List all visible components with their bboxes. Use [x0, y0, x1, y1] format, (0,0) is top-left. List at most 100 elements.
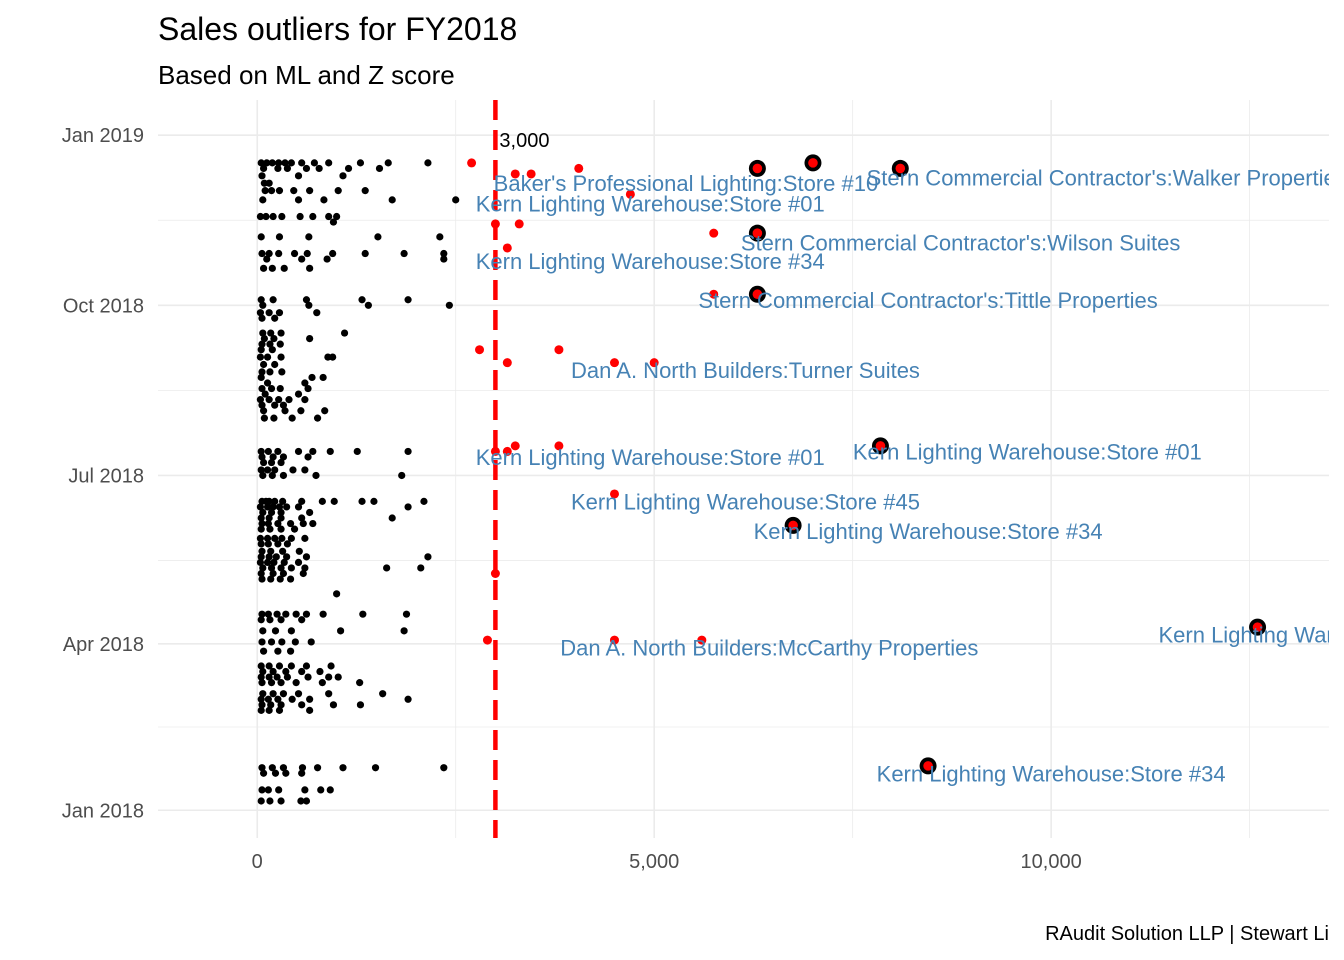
data-point: [298, 255, 306, 263]
z-outlier-point: [482, 635, 492, 645]
data-point: [302, 164, 311, 173]
data-point: [265, 179, 273, 187]
data-point: [258, 249, 266, 258]
outlier-label: Dan A. North Builders:McCarthy Propertie…: [560, 635, 978, 660]
data-point: [356, 701, 365, 709]
data-point: [257, 346, 265, 354]
ml-outlier-point: [891, 159, 909, 177]
data-point: [258, 172, 266, 180]
z-outlier-point: [554, 441, 564, 451]
data-point: [269, 453, 277, 461]
data-point: [325, 673, 333, 681]
data-point: [318, 679, 326, 687]
data-point: [298, 497, 306, 505]
data-point: [271, 497, 279, 505]
outlier-label: Stern Commercial Contractor's:Wilson Sui…: [741, 230, 1180, 255]
z-score-outliers: [467, 158, 719, 645]
data-point: [329, 249, 337, 258]
data-point: [301, 379, 309, 387]
data-point: [268, 264, 276, 272]
data-point: [329, 701, 338, 709]
data-point: [265, 673, 273, 681]
data-point: [404, 695, 412, 703]
data-point: [267, 638, 276, 646]
data-point: [271, 314, 279, 322]
data-point: [270, 335, 278, 343]
normal-points: [256, 159, 460, 805]
data-point: [353, 447, 361, 456]
data-point: [275, 233, 284, 241]
data-point: [294, 503, 303, 511]
data-point: [294, 390, 303, 398]
data-point: [287, 662, 295, 670]
data-point: [277, 525, 285, 533]
data-point: [275, 706, 284, 714]
ml-outlier-center: [808, 158, 818, 168]
data-point: [277, 679, 285, 687]
data-point: [313, 309, 321, 317]
outlier-label: Dan A. North Builders:Turner Suites: [571, 358, 920, 383]
data-point: [258, 547, 266, 555]
data-point: [294, 447, 303, 456]
data-point: [274, 519, 282, 528]
data-point: [256, 558, 265, 567]
data-point: [259, 301, 267, 309]
data-point: [264, 786, 272, 794]
data-point: [356, 159, 365, 167]
data-point: [266, 368, 274, 376]
data-point: [280, 264, 288, 272]
data-point: [258, 453, 266, 461]
data-point: [268, 471, 276, 480]
data-point: [339, 172, 347, 180]
data-point: [259, 164, 268, 173]
data-point: [259, 769, 268, 777]
data-point: [268, 159, 276, 167]
data-point: [289, 466, 297, 474]
ml-outlier-point: [804, 154, 822, 172]
data-point: [445, 301, 453, 309]
data-point: [358, 296, 366, 304]
x-tick-label: 5,000: [629, 851, 679, 873]
data-point: [260, 335, 268, 343]
chart-title: Sales outliers for FY2018: [158, 11, 517, 47]
z-outlier-point: [490, 446, 500, 456]
data-point: [274, 540, 282, 548]
data-point: [359, 610, 367, 618]
z-outlier-point: [697, 635, 707, 645]
data-point: [287, 564, 295, 572]
data-point: [274, 695, 282, 703]
z-outlier-point: [526, 169, 536, 179]
data-point: [326, 447, 334, 456]
data-point: [304, 453, 312, 461]
data-point: [263, 379, 272, 387]
ml-outlier-point: [784, 516, 802, 534]
data-point: [257, 616, 265, 624]
z-outlier-point: [490, 569, 500, 579]
data-point: [286, 647, 295, 655]
data-point: [259, 647, 268, 655]
data-point: [288, 695, 296, 703]
data-point: [302, 610, 311, 618]
data-point: [264, 695, 272, 703]
data-point: [263, 466, 272, 474]
data-point: [267, 547, 275, 555]
data-point: [256, 396, 265, 404]
outlier-label: Kern Lighting Warehouse:Store #34: [476, 249, 825, 274]
data-point: [265, 309, 273, 317]
data-point: [277, 616, 285, 624]
y-tick-label: Oct 2018: [63, 295, 144, 317]
data-point: [266, 340, 274, 348]
data-point: [417, 564, 425, 572]
data-point: [267, 508, 276, 517]
data-point: [265, 662, 273, 670]
data-point: [269, 212, 277, 221]
data-point: [298, 667, 306, 676]
data-point: [265, 514, 273, 522]
data-point: [257, 296, 265, 304]
data-point: [327, 662, 335, 670]
data-point: [313, 414, 322, 422]
ml-outlier-center: [752, 228, 763, 238]
data-point: [271, 769, 280, 777]
data-point: [257, 706, 265, 714]
data-point: [274, 447, 282, 456]
